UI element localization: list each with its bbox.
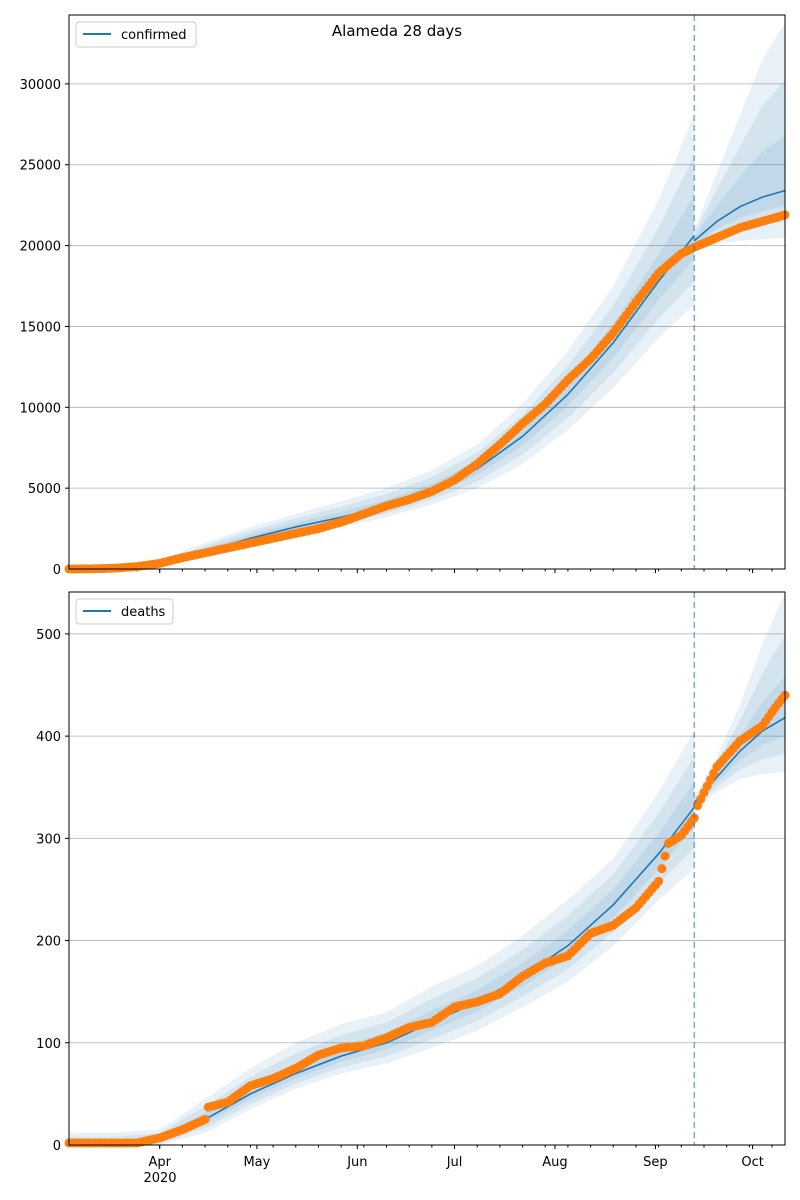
legend-confirmed: confirmed [75,21,197,48]
axes-frame [68,591,786,1146]
x-tick-label: Jun [346,1155,367,1170]
x-tick-label: Apr [148,1155,171,1170]
y-tick-label: 100 [36,1037,61,1052]
x-tick-label: Jul [446,1155,463,1170]
x-tick-label: Aug [542,1155,567,1170]
deaths-axes: 0 100 200 300 400 500 Apr May Jun Jul Aug Sep Oct [36,591,790,1170]
legend-deaths-label: deaths [121,605,166,620]
fit-median-line [69,807,695,1146]
observed-point [660,851,670,861]
y-tick-label: 5000 [28,482,61,497]
y-tick-label: 200 [36,935,61,950]
fit-median-line [68,235,695,570]
y-tick-label: 0 [53,1139,61,1154]
y-tick-label: 0 [53,563,61,578]
fit-band-2 [69,782,694,1145]
x-tick-label: Oct [741,1155,763,1170]
fit-band-0 [69,731,694,1145]
observed-point [200,1114,210,1124]
y-tick-label: 10000 [20,401,61,416]
forecast-band-0 [694,22,785,253]
y-tick-label: 500 [36,628,61,643]
observed-point [657,864,667,874]
y-tick-label: 300 [36,832,61,847]
legend-confirmed-label: confirmed [121,28,187,43]
confirmed-axes: 0 5000 10000 15000 20000 25000 30000 [20,14,790,578]
forecast-band-0 [694,593,785,808]
forecast-band-2 [694,135,785,245]
y-tick-label: 30000 [20,78,61,93]
x-tick-label: Sep [643,1155,668,1170]
forecast-median-line [693,189,786,242]
chart-title: Alameda 28 days [332,22,462,40]
forecast-band-1 [694,635,785,806]
y-tick-label: 400 [36,730,61,745]
x-year-label: 2020 [143,1171,176,1186]
x-tick-label: May [243,1155,270,1170]
legend-deaths: deaths [75,598,174,625]
y-tick-label: 20000 [20,240,61,255]
y-tick-label: 25000 [20,159,61,174]
forecast-band-1 [694,79,785,249]
y-tick-label: 15000 [20,320,61,335]
observed-point [654,876,664,886]
axes-frame [68,14,786,570]
